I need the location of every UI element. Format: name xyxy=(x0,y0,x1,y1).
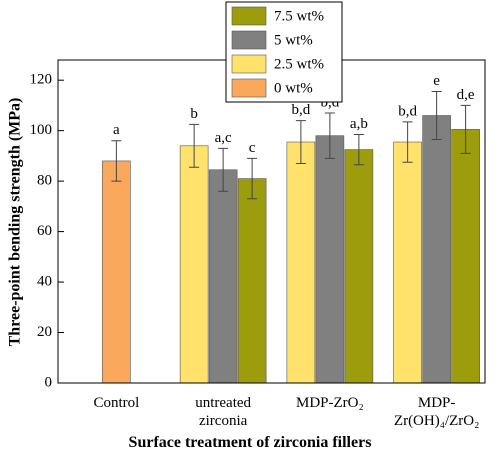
error-bar xyxy=(402,121,413,163)
x-tick-label: Control xyxy=(93,395,140,411)
bar xyxy=(179,145,209,384)
legend-label: 2.5 wt% xyxy=(274,56,324,72)
x-axis-title: Surface treatment of zirconia fillers xyxy=(128,434,372,451)
legend-label: 0 wt% xyxy=(274,80,313,96)
bar xyxy=(344,149,374,384)
bar xyxy=(208,169,238,384)
bar xyxy=(315,135,345,384)
y-tick-label: 40 xyxy=(37,274,52,290)
significance-label: b xyxy=(190,106,198,122)
x-tick-label: untreated zirconia xyxy=(195,395,252,429)
legend-label: 7.5 wt% xyxy=(274,8,324,24)
error-bar xyxy=(189,123,200,168)
significance-label: a xyxy=(113,122,120,138)
bar xyxy=(393,141,422,384)
significance-label: e xyxy=(433,73,440,89)
legend-swatch xyxy=(231,54,267,74)
bar xyxy=(237,178,267,384)
significance-label: a,b xyxy=(350,116,368,132)
error-bar xyxy=(247,157,258,200)
bar xyxy=(286,141,316,384)
x-tick-label: MDP-Zr(OH)₄/ZrO₂ xyxy=(393,395,480,429)
x-tick-label: MDP-ZrO₂ xyxy=(296,395,364,411)
significance-label: a,c xyxy=(215,130,232,146)
error-bar xyxy=(353,133,364,166)
y-tick-label: 80 xyxy=(37,173,52,189)
bar xyxy=(102,160,131,384)
error-bar xyxy=(295,120,306,164)
y-tick-label: 0 xyxy=(45,374,53,390)
significance-label: d,e xyxy=(457,87,475,103)
legend-swatch xyxy=(231,30,267,50)
error-bar xyxy=(460,104,471,154)
error-bar xyxy=(324,112,335,159)
significance-label: b,d xyxy=(292,102,311,118)
y-tick-label: 120 xyxy=(30,72,53,88)
y-tick-label: 60 xyxy=(37,223,52,239)
error-bar xyxy=(218,147,229,192)
significance-label: c xyxy=(249,140,256,156)
y-tick-label: 100 xyxy=(30,122,53,138)
y-tick-label: 20 xyxy=(37,324,52,340)
legend-label: 5 wt% xyxy=(274,32,313,48)
bar xyxy=(451,129,480,384)
y-axis-title: Three-point bending strength (MPa) xyxy=(7,98,24,347)
legend-swatch xyxy=(231,78,267,98)
bar xyxy=(422,115,451,384)
error-bar xyxy=(431,91,442,140)
legend-swatch xyxy=(231,6,267,26)
error-bar xyxy=(111,140,122,182)
significance-label: b,d xyxy=(398,103,417,119)
